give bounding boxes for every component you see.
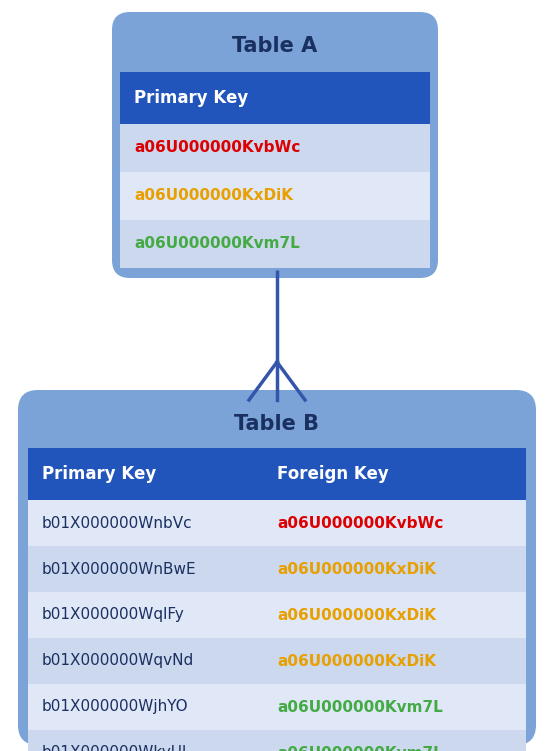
Text: a06U000000KxDiK: a06U000000KxDiK: [277, 608, 436, 623]
Text: a06U000000KvbWc: a06U000000KvbWc: [134, 140, 300, 155]
Text: a06U000000Kvm7L: a06U000000Kvm7L: [277, 746, 443, 751]
Text: a06U000000KxDiK: a06U000000KxDiK: [277, 562, 436, 577]
Text: Table B: Table B: [234, 414, 320, 434]
Bar: [120, 124, 430, 172]
Text: Primary Key: Primary Key: [42, 465, 156, 483]
Bar: [120, 172, 430, 220]
Text: b01X000000WkyUl: b01X000000WkyUl: [42, 746, 187, 751]
Text: b01X000000WnBwE: b01X000000WnBwE: [42, 562, 197, 577]
Text: Foreign Key: Foreign Key: [277, 465, 389, 483]
Bar: [28, 730, 526, 751]
Bar: [28, 546, 526, 592]
Bar: [120, 220, 430, 268]
Bar: [28, 638, 526, 684]
Bar: [120, 72, 430, 124]
FancyBboxPatch shape: [112, 12, 438, 278]
Text: b01X000000WqlFy: b01X000000WqlFy: [42, 608, 184, 623]
Text: Table A: Table A: [232, 36, 317, 56]
Bar: [28, 684, 526, 730]
FancyBboxPatch shape: [18, 390, 536, 745]
Bar: [28, 500, 526, 546]
Text: b01X000000WqvNd: b01X000000WqvNd: [42, 653, 194, 668]
Text: a06U000000KvbWc: a06U000000KvbWc: [277, 515, 443, 530]
Text: a06U000000KxDiK: a06U000000KxDiK: [134, 189, 293, 204]
Text: b01X000000WnbVc: b01X000000WnbVc: [42, 515, 193, 530]
Text: a06U000000Kvm7L: a06U000000Kvm7L: [277, 699, 443, 714]
Text: a06U000000Kvm7L: a06U000000Kvm7L: [134, 237, 300, 252]
Text: a06U000000KxDiK: a06U000000KxDiK: [277, 653, 436, 668]
Text: b01X000000WjhYO: b01X000000WjhYO: [42, 699, 188, 714]
Bar: [28, 448, 526, 500]
Text: Primary Key: Primary Key: [134, 89, 248, 107]
Bar: [28, 592, 526, 638]
